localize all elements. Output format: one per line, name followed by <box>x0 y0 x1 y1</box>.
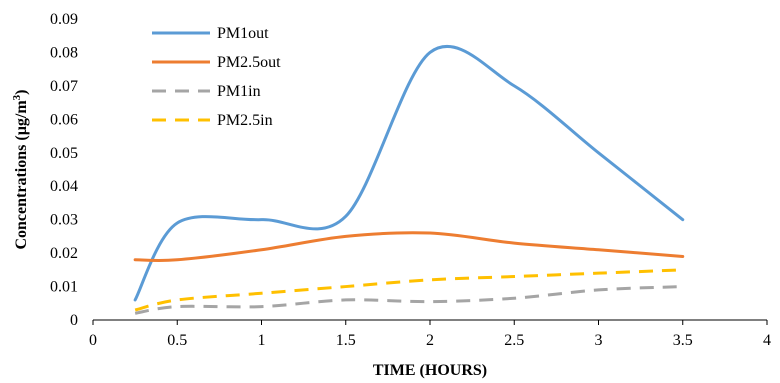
x-tick-label: 3.5 <box>673 332 693 349</box>
y-tick-label: 0.06 <box>50 111 78 128</box>
y-tick-label: 0.08 <box>50 44 78 61</box>
y-tick-label: 0.09 <box>50 11 78 28</box>
y-axis-title-tail: ) <box>13 89 30 94</box>
y-axis-title-superscript: 3 <box>11 94 23 100</box>
y-tick-label: 0.01 <box>50 279 78 296</box>
series-line-pm1out <box>133 44 685 302</box>
legend-label-pm1in: PM1in <box>217 83 261 100</box>
x-tick-label: 2 <box>426 332 434 349</box>
y-tick-label: 0.05 <box>50 145 78 162</box>
y-axis-title: Concentrations (µg/m3) <box>11 89 30 249</box>
y-tick-label: 0.03 <box>50 212 78 229</box>
y-tick-label: 0.07 <box>50 78 78 95</box>
axes <box>92 319 768 325</box>
x-axis-title: TIME (HOURS) <box>373 362 487 379</box>
y-tick-label: 0 <box>70 312 78 329</box>
x-tick-label: 3 <box>595 332 603 349</box>
y-axis-title-main: Concentrations (µg/m <box>13 100 30 250</box>
series-line-pm1in <box>134 285 683 315</box>
legend-label-pm1out: PM1out <box>217 25 269 42</box>
legend: PM1out PM2.5out PM1in PM2.5in <box>152 25 281 129</box>
legend-label-pm2-5out: PM2.5out <box>217 54 281 71</box>
y-tick-label: 0.02 <box>50 245 78 262</box>
series-line-pm2-5in <box>134 268 683 312</box>
x-tick-label: 1.5 <box>336 332 356 349</box>
x-tick-label: 1 <box>258 332 266 349</box>
series-lines <box>133 44 685 315</box>
x-tick-label: 4 <box>763 332 771 349</box>
x-tick-label: 0.5 <box>167 332 187 349</box>
series-line-pm2-5out <box>133 231 685 263</box>
tick-labels: 0 0.5 1 1.5 2 2.5 3 3.5 4 0 0.01 0.02 0.03 0.04 0.05 0.… <box>50 11 771 349</box>
axis-titles: TIME (HOURS) Concentrations (µg/m3) <box>11 89 487 379</box>
x-tick-label: 0 <box>89 332 97 349</box>
y-tick-label: 0.04 <box>50 178 78 195</box>
x-tick-label: 2.5 <box>504 332 524 349</box>
legend-label-pm2-5in: PM2.5in <box>217 112 273 129</box>
